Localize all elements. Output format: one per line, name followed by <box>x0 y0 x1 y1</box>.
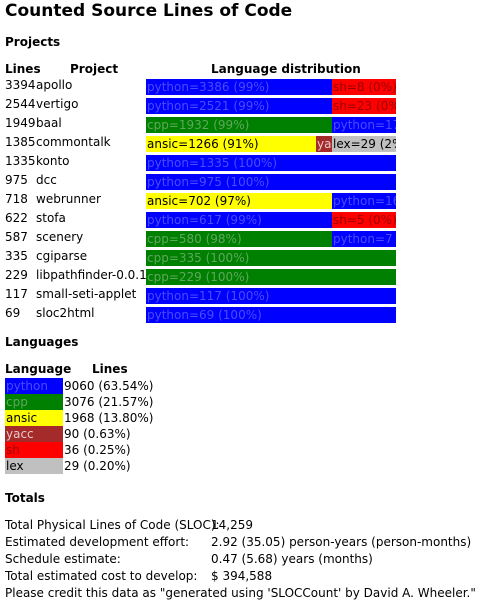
language-swatch: lex <box>5 458 63 474</box>
language-lines: 1968 (13.80%) <box>64 411 154 425</box>
project-name: webrunner <box>36 192 101 206</box>
bar-segment-python: python=3386 (99%) <box>146 79 332 95</box>
language-swatch: sh <box>5 442 63 458</box>
credit-text: Please credit this data as "generated us… <box>5 586 476 600</box>
language-swatch: python <box>5 378 63 394</box>
languages-heading: Languages <box>5 335 79 349</box>
bar-segment-python: python=69 (100%) <box>146 307 396 323</box>
totals-label: Estimated development effort: <box>5 535 190 549</box>
language-lines: 36 (0.25%) <box>64 443 131 457</box>
project-lines: 718 <box>5 192 28 206</box>
language-lines: 29 (0.20%) <box>64 459 131 473</box>
distribution-bar: python=2521 (99%)sh=23 (0%) <box>146 98 396 114</box>
project-lines: 587 <box>5 230 28 244</box>
project-name: commontalk <box>36 135 111 149</box>
totals-label: Schedule estimate: <box>5 552 121 566</box>
col-header-lines: Lines <box>5 62 41 76</box>
project-name: sloc2html <box>36 306 95 320</box>
totals-value: $ 394,588 <box>211 569 273 583</box>
distribution-bar: python=1335 (100%) <box>146 155 396 171</box>
language-lines: 3076 (21.57%) <box>64 395 154 409</box>
bar-segment-cpp: cpp=229 (100%) <box>146 269 396 285</box>
totals-value: 2.92 (35.05) person-years (person-months… <box>211 535 472 549</box>
bar-segment-lex: lex=29 (2%) <box>332 136 396 152</box>
projects-heading: Projects <box>5 35 61 49</box>
project-lines: 1949 <box>5 116 36 130</box>
bar-segment-python: python=2521 (99%) <box>146 98 332 114</box>
distribution-bar: ansic=1266 (91%)yacc=90 (6%)lex=29 (2%) <box>146 136 396 152</box>
totals-value: 0.47 (5.68) years (months) <box>211 552 373 566</box>
project-name: cgiparse <box>36 249 88 263</box>
totals-label: Total Physical Lines of Code (SLOC): <box>5 518 220 532</box>
bar-segment-python: python=16 (2%) <box>332 193 396 209</box>
bar-segment-sh: sh=23 (0%) <box>332 98 396 114</box>
project-name: vertigo <box>36 97 79 111</box>
distribution-bar: python=69 (100%) <box>146 307 396 323</box>
distribution-bar: python=975 (100%) <box>146 174 396 190</box>
distribution-bar: ansic=702 (97%)python=16 (2%) <box>146 193 396 209</box>
distribution-bar: cpp=229 (100%) <box>146 269 396 285</box>
distribution-bar: python=3386 (99%) sh=8 (0%) <box>146 79 396 95</box>
project-lines: 3394 <box>5 78 36 92</box>
col-header-project: Project <box>70 62 119 76</box>
project-name: scenery <box>36 230 84 244</box>
project-lines: 975 <box>5 173 28 187</box>
bar-segment-cpp: cpp=580 (98%) <box>146 231 332 247</box>
project-name: stofa <box>36 211 66 225</box>
project-lines: 1385 <box>5 135 36 149</box>
totals-heading: Totals <box>5 491 45 505</box>
language-lines: 9060 (63.54%) <box>64 379 154 393</box>
project-name: libpathfinder-0.0.1 <box>36 268 147 282</box>
bar-segment-sh: sh=5 (0%) <box>332 212 396 228</box>
bar-segment-python: python=17 (0%) <box>332 117 396 133</box>
bar-segment-yacc: yacc=90 (6%) <box>316 136 332 152</box>
language-swatch: yacc <box>5 426 63 442</box>
bar-segment-python: python=117 (100%) <box>146 288 396 304</box>
project-lines: 229 <box>5 268 28 282</box>
project-lines: 117 <box>5 287 28 301</box>
project-name: small-seti-applet <box>36 287 137 301</box>
project-lines: 335 <box>5 249 28 263</box>
bar-segment-python: python=1335 (100%) <box>146 155 396 171</box>
project-name: dcc <box>36 173 57 187</box>
project-name: baal <box>36 116 62 130</box>
bar-segment-sh: sh=8 (0%) <box>332 79 396 95</box>
project-name: apollo <box>36 78 73 92</box>
distribution-bar: cpp=335 (100%) <box>146 250 396 266</box>
lang-col-header-language: Language <box>5 362 72 376</box>
lang-col-header-lines: Lines <box>92 362 128 376</box>
project-lines: 1335 <box>5 154 36 168</box>
project-lines: 2544 <box>5 97 36 111</box>
bar-segment-cpp: cpp=335 (100%) <box>146 250 396 266</box>
bar-segment-python: python=617 (99%) <box>146 212 332 228</box>
bar-segment-cpp: cpp=1932 (99%) <box>146 117 332 133</box>
distribution-bar: cpp=580 (98%)python=7 (1%) <box>146 231 396 247</box>
language-swatch: ansic <box>5 410 63 426</box>
bar-segment-python: python=975 (100%) <box>146 174 396 190</box>
bar-segment-ansic: ansic=1266 (91%) <box>146 136 316 152</box>
language-lines: 90 (0.63%) <box>64 427 131 441</box>
distribution-bar: python=117 (100%) <box>146 288 396 304</box>
col-header-distribution: Language distribution <box>211 62 361 76</box>
totals-value: 14,259 <box>211 518 253 532</box>
bar-segment-ansic: ansic=702 (97%) <box>146 193 332 209</box>
distribution-bar: python=617 (99%) sh=5 (0%) <box>146 212 396 228</box>
project-lines: 69 <box>5 306 21 320</box>
bar-segment-python: python=7 (1%) <box>332 231 396 247</box>
project-name: konto <box>36 154 70 168</box>
language-swatch: cpp <box>5 394 63 410</box>
totals-label: Total estimated cost to develop: <box>5 569 198 583</box>
project-lines: 622 <box>5 211 28 225</box>
page-title: Counted Source Lines of Code <box>5 1 293 21</box>
distribution-bar: cpp=1932 (99%)python=17 (0%) <box>146 117 396 133</box>
